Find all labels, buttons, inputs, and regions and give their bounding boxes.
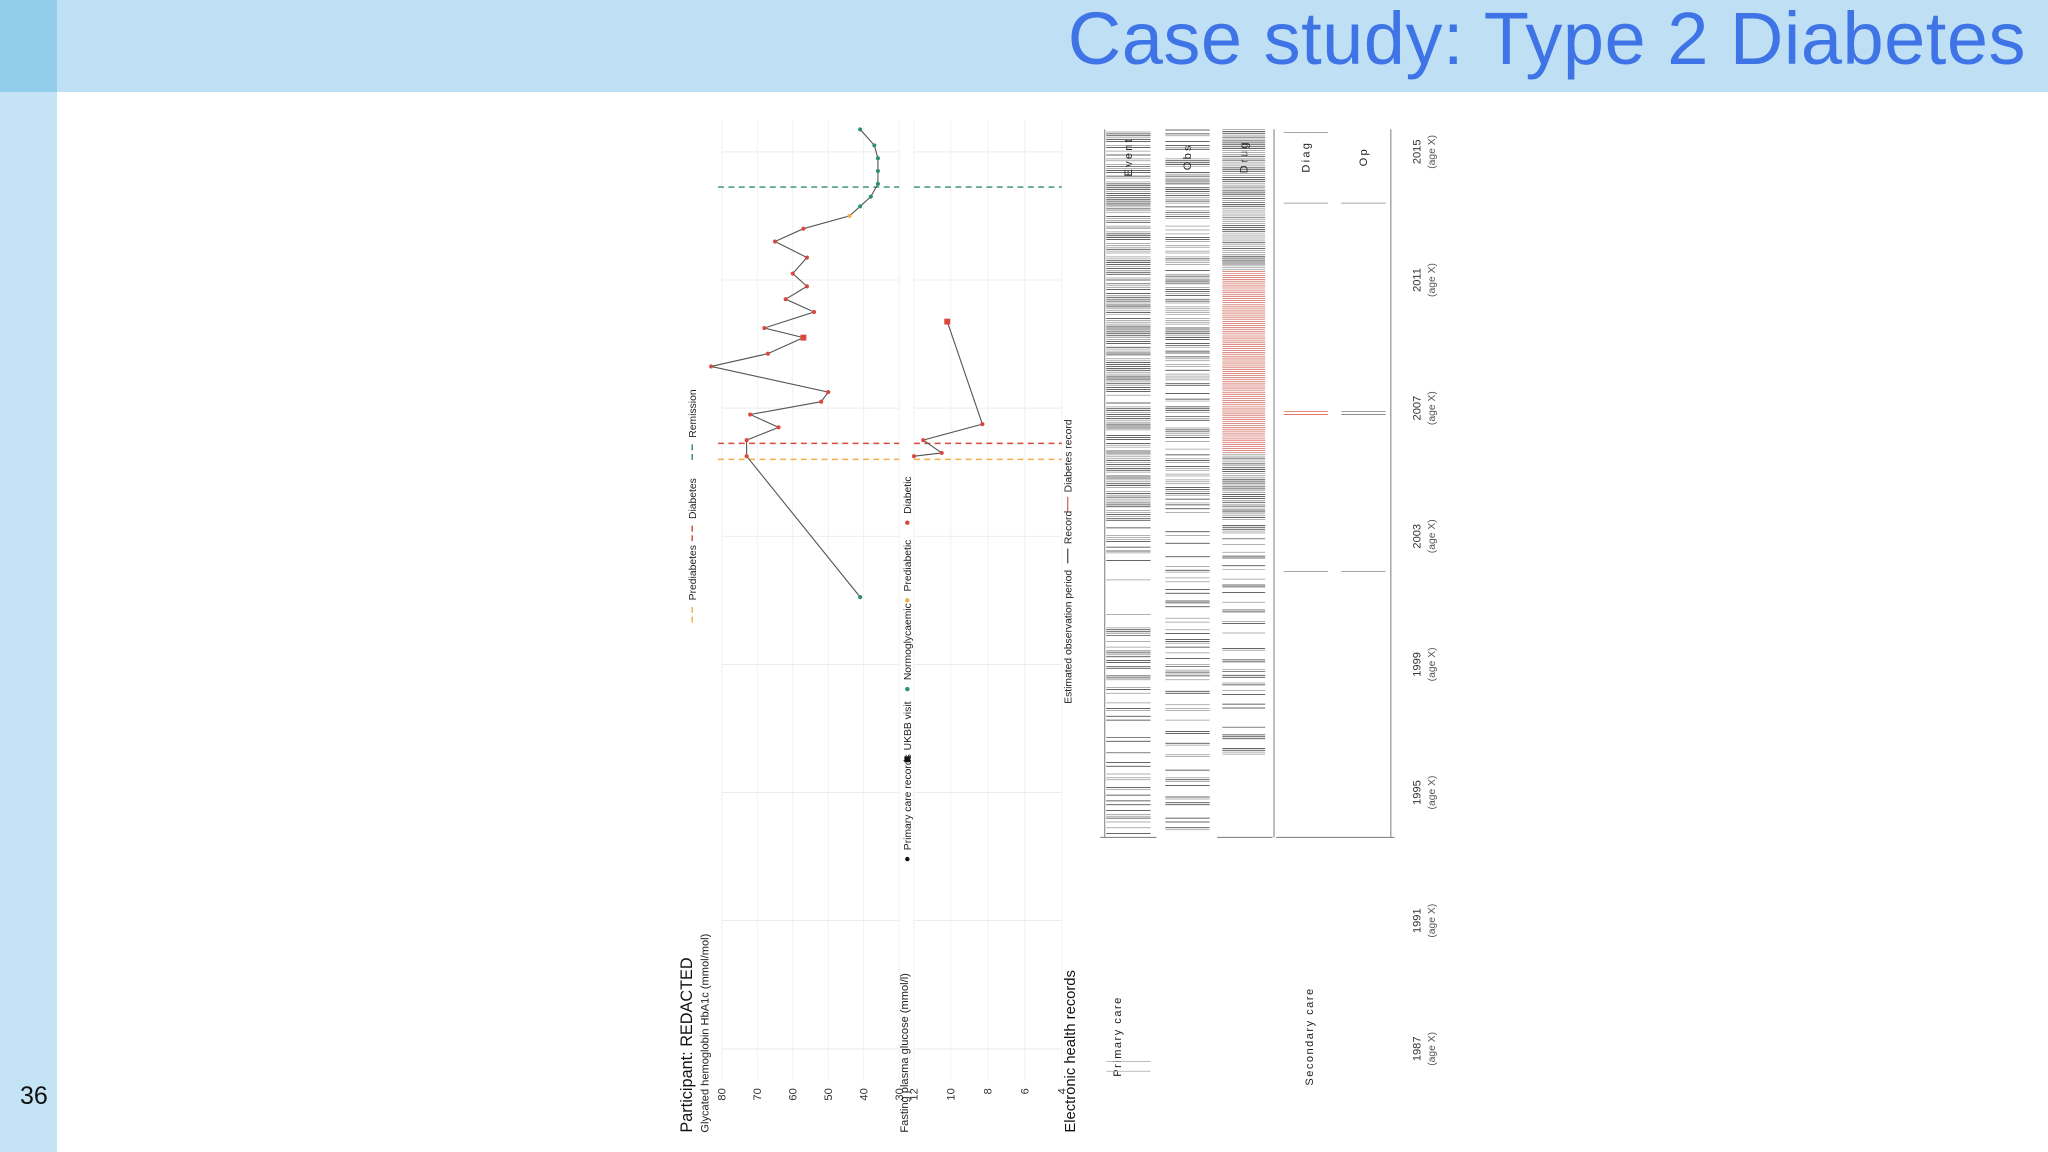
hba1c-point — [762, 325, 767, 331]
legend-point-swatch — [905, 520, 910, 525]
fpg-tick-label: 10 — [946, 1088, 958, 1100]
title-bar: Case study: Type 2 Diabetes — [0, 0, 2048, 92]
legend-point-swatch — [905, 856, 910, 862]
hba1c-point — [772, 239, 778, 244]
figure-svg: 1987 (age X) 1991 (age X) 1995 (age X) 1999 (ag… — [678, 119, 1438, 1133]
fpg-point — [980, 422, 985, 427]
age-tick-label: (age X) — [1427, 135, 1438, 169]
legend-point-label: Normoglycaemic — [903, 603, 914, 680]
legend-point-label: Primary care records — [903, 754, 914, 850]
age-tick-label: (age X) — [1427, 647, 1438, 681]
year-tick-label: 2007 — [1411, 396, 1423, 421]
legend-ehr-label: Diabetes record — [1063, 419, 1074, 492]
year-tick-label: 1987 — [1411, 1036, 1423, 1061]
hba1c-tick-label: 30 — [894, 1088, 906, 1100]
hba1c-point — [847, 213, 852, 218]
ehr-row-label: Obs — [1182, 143, 1194, 170]
year-tick-label: 1999 — [1411, 652, 1423, 677]
legend-ehr-label: Record — [1063, 511, 1074, 545]
legend-point-swatch — [905, 598, 910, 603]
ehr-row-label: Drug — [1238, 140, 1250, 173]
fpg-tick-label: 4 — [1057, 1088, 1069, 1094]
hba1c-tick-label: 40 — [858, 1088, 870, 1100]
hba1c-axis-label: Glycated hemoglobin HbA1c (mmol/mol) — [699, 934, 711, 1133]
secondary-care-label: Secondary care — [1304, 987, 1316, 1085]
legend-line-label: Diabetes — [688, 478, 699, 519]
ehr-panel: Electronic health records Primary care Sec… — [1063, 129, 1395, 1133]
hba1c-point — [811, 309, 817, 315]
year-tick-label: 1995 — [1411, 780, 1423, 805]
fpg-tick-label: 6 — [1020, 1088, 1032, 1094]
hba1c-series-line — [711, 129, 879, 598]
hba1c-point — [858, 595, 863, 600]
hba1c-point — [875, 181, 880, 186]
hba1c-point — [819, 399, 824, 404]
hba1c-point — [801, 226, 806, 231]
legend-ehr-label: Estimated observation period — [1063, 570, 1074, 704]
time-axis: 1987 (age X) 1991 (age X) 1995 (age X) 1999 (ag… — [1411, 135, 1438, 1066]
legend-point-swatch — [905, 686, 910, 692]
fpg-tick-label: 12 — [909, 1088, 921, 1100]
legend-point-label: Prediabetic — [903, 540, 914, 592]
legend-point-swatch — [904, 756, 911, 763]
age-tick-label: (age X) — [1427, 519, 1438, 553]
hba1c-point — [709, 364, 714, 369]
hba1c-point — [765, 351, 770, 356]
hba1c-point — [790, 271, 795, 276]
legend-point-label: Diabetic — [903, 476, 914, 513]
hba1c-point — [858, 127, 863, 132]
hba1c-point — [875, 156, 880, 161]
age-tick-label: (age X) — [1427, 1032, 1438, 1066]
rotated-figure: 1987 (age X) 1991 (age X) 1995 (age X) 1999 (ag… — [360, 105, 1760, 1140]
hba1c-tick-label: 50 — [823, 1088, 835, 1100]
hba1c-point — [748, 412, 753, 417]
title-bar-corner — [0, 0, 57, 92]
hba1c-tick-label: 70 — [752, 1088, 764, 1100]
year-tick-label: 1991 — [1411, 908, 1423, 933]
hba1c-point — [783, 297, 788, 302]
hba1c-point — [875, 168, 880, 174]
hba1c-point — [804, 255, 810, 260]
hba1c-point — [744, 438, 749, 443]
hba1c-point — [872, 143, 877, 148]
left-sidebar-band — [0, 92, 57, 1152]
legend-line-label: Remission — [688, 389, 699, 438]
ehr-row-label: Diag — [1301, 141, 1313, 173]
hba1c-point — [744, 454, 749, 459]
fpg-point — [921, 438, 926, 443]
fpg-axis-label: Fasting plasma glucose (mmol/l) — [899, 973, 911, 1132]
age-tick-label: (age X) — [1427, 904, 1438, 938]
ehr-label: Electronic health records — [1063, 970, 1079, 1133]
participant-label: Participant: REDACTED — [678, 957, 696, 1132]
ehr-row-label: Op — [1358, 147, 1370, 166]
slide-number: 36 — [20, 1082, 48, 1110]
hba1c-panel: Participant: REDACTED Glycated hemoglobin… — [678, 119, 906, 1133]
age-tick-label: (age X) — [1427, 263, 1438, 297]
hba1c-point — [826, 390, 831, 395]
fpg-point — [911, 454, 917, 459]
legend-line-label: Prediabetes — [688, 545, 699, 600]
year-tick-label: 2011 — [1411, 268, 1423, 292]
fpg-point — [939, 450, 944, 456]
hba1c-tick-label: 80 — [716, 1088, 728, 1100]
age-tick-label: (age X) — [1427, 776, 1438, 810]
primary-care-label: Primary care — [1112, 996, 1124, 1077]
legend-point-label: UKBB visit — [903, 701, 914, 750]
hba1c-point — [868, 194, 873, 199]
slide-title: Case study: Type 2 Diabetes — [1067, 0, 2026, 80]
hba1c-point — [804, 284, 810, 289]
year-tick-label: 2003 — [1411, 524, 1423, 549]
ukbb-visit-marker — [800, 334, 807, 341]
ukbb-visit-marker — [944, 318, 951, 325]
year-tick-label: 2015 — [1411, 139, 1423, 164]
fpg-tick-label: 8 — [983, 1088, 995, 1094]
hba1c-point — [776, 425, 781, 430]
fpg-series-line — [913, 321, 984, 457]
age-tick-label: (age X) — [1427, 391, 1438, 425]
hba1c-tick-label: 60 — [787, 1088, 799, 1100]
hba1c-point — [858, 204, 863, 209]
legend: Primary care records UKBB visit Normoglyca… — [688, 389, 1074, 862]
fpg-panel: Fasting plasma glucose (mmol/l) 4 6 8 10 12 — [899, 119, 1069, 1133]
